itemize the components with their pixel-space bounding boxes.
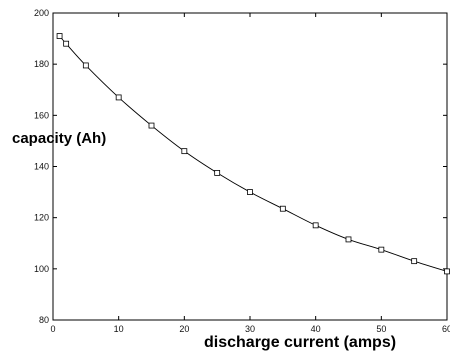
x-tick-label: 10 xyxy=(114,324,124,334)
data-point xyxy=(312,222,319,229)
data-point xyxy=(214,169,221,176)
x-tick-label: 20 xyxy=(179,324,189,334)
y-axis-ticks: 80 100 120 140 160 180 200 xyxy=(34,8,447,325)
y-axis-label: capacity (Ah) xyxy=(12,130,106,147)
x-tick-label: 30 xyxy=(245,324,255,334)
y-tick-label: 140 xyxy=(34,162,49,172)
series-markers xyxy=(56,33,450,275)
y-tick-label: 80 xyxy=(39,315,49,325)
data-point xyxy=(345,236,352,243)
y-tick-label: 200 xyxy=(34,8,49,18)
x-tick-label: 50 xyxy=(376,324,386,334)
x-axis-ticks: 0 10 20 30 40 50 60 xyxy=(50,13,450,334)
data-point xyxy=(63,40,70,47)
plot-frame xyxy=(52,12,448,321)
x-axis-label: discharge current (amps) xyxy=(204,334,396,351)
data-point xyxy=(82,62,89,69)
y-tick-label: 120 xyxy=(34,213,49,223)
y-tick-label: 180 xyxy=(34,59,49,69)
x-tick-label: 60 xyxy=(442,324,450,334)
data-point xyxy=(444,268,450,275)
y-tick-label: 160 xyxy=(34,110,49,120)
data-point xyxy=(56,33,63,39)
series-line xyxy=(59,35,448,272)
x-tick-label: 0 xyxy=(50,324,55,334)
data-point xyxy=(279,205,286,212)
data-point xyxy=(411,258,418,265)
data-point xyxy=(148,122,155,129)
data-point xyxy=(181,148,188,155)
data-point xyxy=(115,94,122,101)
data-point xyxy=(247,189,253,195)
y-tick-label: 100 xyxy=(34,264,49,274)
x-tick-label: 40 xyxy=(311,324,321,334)
data-point xyxy=(378,246,385,253)
